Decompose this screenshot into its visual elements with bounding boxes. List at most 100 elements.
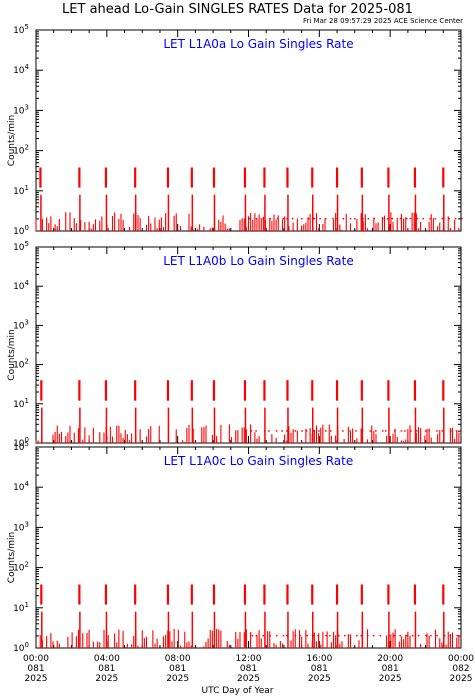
y-tick-label: 100 xyxy=(13,641,29,654)
sample-dot xyxy=(313,430,315,432)
sample-dot xyxy=(344,634,346,637)
sample-dot xyxy=(436,430,438,432)
sample-dot xyxy=(324,217,327,220)
sample-dot xyxy=(455,430,458,432)
sample-dot xyxy=(372,634,375,637)
x-tick-time: 00:00 xyxy=(448,654,474,664)
sample-dot xyxy=(262,634,265,637)
y-tick-label: 103 xyxy=(13,520,29,533)
sample-dot xyxy=(415,430,418,432)
x-tick-doy: 081 xyxy=(98,664,115,674)
x-tick-year: 2025 xyxy=(95,674,118,684)
sample-dot xyxy=(250,430,253,432)
sample-dot xyxy=(424,430,427,432)
plot-frame xyxy=(35,29,462,232)
x-tick-doy: 081 xyxy=(169,664,186,674)
x-tick-doy: 082 xyxy=(452,664,469,674)
sample-dot xyxy=(335,217,337,220)
sample-dot xyxy=(355,430,357,432)
sample-dot xyxy=(276,634,278,637)
x-tick-year: 2025 xyxy=(166,674,189,684)
x-tick-doy: 081 xyxy=(240,664,257,674)
y-tick-label: 105 xyxy=(13,240,29,253)
sample-dot xyxy=(313,217,315,220)
sample-dot xyxy=(248,217,251,220)
sample-dot xyxy=(255,430,257,432)
x-tick-year: 2025 xyxy=(308,674,331,684)
sample-dot xyxy=(325,430,327,432)
data-series xyxy=(35,380,462,443)
sample-dot xyxy=(450,430,452,432)
x-tick-time: 20:00 xyxy=(377,654,403,664)
sample-dot xyxy=(441,430,444,432)
sample-dot xyxy=(379,634,382,637)
sample-dot xyxy=(301,430,303,432)
sample-dot xyxy=(428,430,430,432)
sample-dot xyxy=(276,217,279,220)
x-tick-time: 00:00 xyxy=(23,654,49,664)
x-tick-doy: 081 xyxy=(27,664,44,674)
y-tick-label: 100 xyxy=(13,224,29,237)
sample-dot xyxy=(275,430,278,432)
sample-dot xyxy=(443,634,446,637)
sample-dot xyxy=(436,634,438,637)
sample-dot xyxy=(429,217,431,220)
y-tick-label: 101 xyxy=(13,397,29,410)
x-tick-time: 16:00 xyxy=(306,654,332,664)
y-tick-label: 104 xyxy=(13,480,29,493)
sample-dot xyxy=(318,430,320,432)
sample-dot xyxy=(338,634,340,637)
sample-dot xyxy=(255,217,258,220)
sample-dot xyxy=(268,430,270,432)
sample-dot xyxy=(329,430,332,432)
sample-dot xyxy=(411,634,414,637)
sample-dot xyxy=(329,634,331,637)
y-tick-label: 105 xyxy=(13,23,29,36)
y-axis-label: Counts/min xyxy=(7,532,17,583)
sample-dot xyxy=(349,217,352,220)
sample-dot xyxy=(354,217,356,220)
panel-title: LET L1A0c Lo Gain Singles Rate xyxy=(164,454,354,468)
sample-dot xyxy=(294,634,297,637)
sample-dot xyxy=(360,634,362,637)
sample-dot xyxy=(454,217,457,220)
sample-dot xyxy=(356,634,358,637)
sample-dot xyxy=(434,217,437,220)
sample-dot xyxy=(301,217,303,220)
sample-dot xyxy=(430,634,432,637)
sample-dot xyxy=(342,217,345,220)
y-tick-label: 103 xyxy=(13,103,29,116)
sample-dot xyxy=(269,217,271,220)
sample-dot xyxy=(342,430,344,432)
x-tick-year: 2025 xyxy=(25,674,48,684)
sample-dot xyxy=(306,634,309,637)
sample-dot xyxy=(262,217,264,220)
sample-dot xyxy=(367,217,370,220)
sample-dot xyxy=(399,217,402,220)
sample-dot xyxy=(313,634,315,637)
y-tick-label: 104 xyxy=(13,279,29,292)
sample-dot xyxy=(286,217,288,220)
x-tick-time: 12:00 xyxy=(236,654,262,664)
y-tick-label: 101 xyxy=(13,601,29,614)
x-tick-year: 2025 xyxy=(237,674,260,684)
sample-dot xyxy=(405,217,408,220)
sample-dot xyxy=(285,634,288,637)
sample-dot xyxy=(255,634,258,637)
sample-dot xyxy=(349,430,351,432)
panel-title: LET L1A0b Lo Gain Singles Rate xyxy=(163,254,354,268)
sample-dot xyxy=(269,634,271,637)
data-series xyxy=(35,167,463,231)
sample-dot xyxy=(317,634,319,637)
sample-dot xyxy=(325,634,327,637)
sample-dot xyxy=(347,634,350,637)
sample-dot xyxy=(286,430,288,432)
sample-dot xyxy=(459,430,462,432)
x-tick-year: 2025 xyxy=(379,674,402,684)
sample-dot xyxy=(384,430,387,432)
sample-dot xyxy=(409,217,412,220)
y-tick-label: 101 xyxy=(13,184,29,197)
